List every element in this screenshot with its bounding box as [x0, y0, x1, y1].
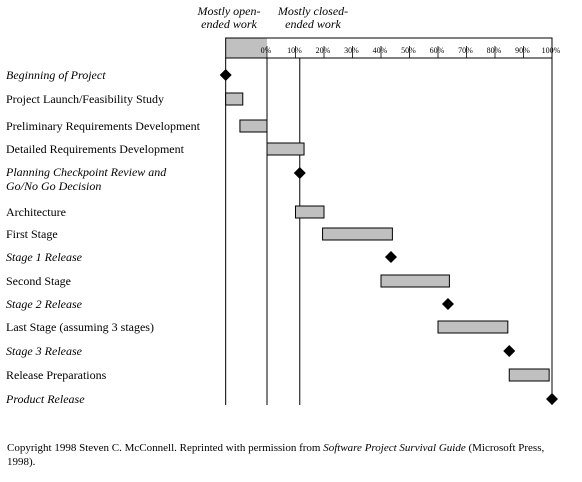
task-label: Preliminary Requirements Development — [6, 119, 200, 133]
scale-tick-label: 100% — [542, 46, 561, 55]
task-label: Second Stage — [6, 274, 71, 288]
task-bar — [266, 142, 305, 156]
footer-book-title: Software Project Survival Guide — [323, 442, 466, 454]
task-label: Last Stage (assuming 3 stages) — [6, 320, 154, 334]
milestone-label: Stage 2 Release — [6, 297, 82, 311]
scale-tick-label: 10% — [287, 46, 302, 55]
closed-ended-label-line-1: Mostly closed- — [277, 4, 349, 18]
copyright-footer: Copyright 1998 Steven C. McConnell. Repr… — [7, 441, 567, 469]
open-ended-label-line-2: ended work — [201, 17, 257, 31]
task-bar — [239, 119, 268, 133]
task-label: Project Launch/Feasibility Study — [6, 92, 164, 106]
milestone-diamond — [503, 345, 516, 357]
task-label: Release Preparations — [6, 368, 107, 382]
milestone-diamond — [293, 167, 306, 179]
footer-text-after: (Microsoft Press, 1998). — [7, 442, 545, 468]
milestone-diamond — [219, 69, 232, 81]
percent-scale-frame — [225, 37, 553, 59]
milestone-label: Product Release — [6, 392, 85, 406]
open-ended-region — [225, 38, 267, 58]
scale-tick-label: 50% — [401, 46, 416, 55]
milestone-label: Planning Checkpoint Review and Go/No Go D… — [6, 165, 167, 193]
scale-tick-label: 90% — [515, 46, 530, 55]
task-bar — [322, 227, 393, 241]
closed-ended-phase-label: Mostly closed- ended work — [270, 5, 356, 31]
milestone-label: Stage 1 Release — [6, 250, 82, 264]
milestone-diamond — [546, 393, 558, 405]
task-label: First Stage — [6, 227, 58, 241]
gantt-chart: 0% 10% 20% 30% 40% 50% 60% 70% 80% 90% 100% — [219, 37, 561, 405]
milestone-diamond — [441, 298, 454, 310]
task-label: Detailed Requirements Development — [6, 142, 184, 156]
scale-tick-label: 80% — [487, 46, 502, 55]
scale-tick-label: 70% — [458, 46, 473, 55]
task-bar — [508, 368, 550, 382]
scale-tick-label: 30% — [344, 46, 359, 55]
scale-tick-label: 20% — [316, 46, 331, 55]
scale-tick-label: 40% — [373, 46, 388, 55]
milestone-label: Beginning of Project — [6, 68, 106, 82]
task-bar — [225, 92, 244, 106]
milestone-label: Stage 3 Release — [6, 344, 82, 358]
scale-tick-label: 0% — [261, 46, 272, 55]
open-ended-phase-label: Mostly open- ended work — [192, 5, 266, 31]
task-bar — [295, 205, 325, 219]
open-ended-label-line-1: Mostly open- — [197, 4, 261, 18]
task-bar — [437, 320, 509, 334]
closed-ended-label-line-2: ended work — [285, 17, 341, 31]
scale-tick-label: 60% — [430, 46, 445, 55]
task-bar — [380, 274, 450, 288]
task-label: Architecture — [6, 205, 66, 219]
milestone-diamond — [384, 251, 397, 263]
footer-text-before: Copyright 1998 Steven C. McConnell. Repr… — [7, 442, 324, 454]
